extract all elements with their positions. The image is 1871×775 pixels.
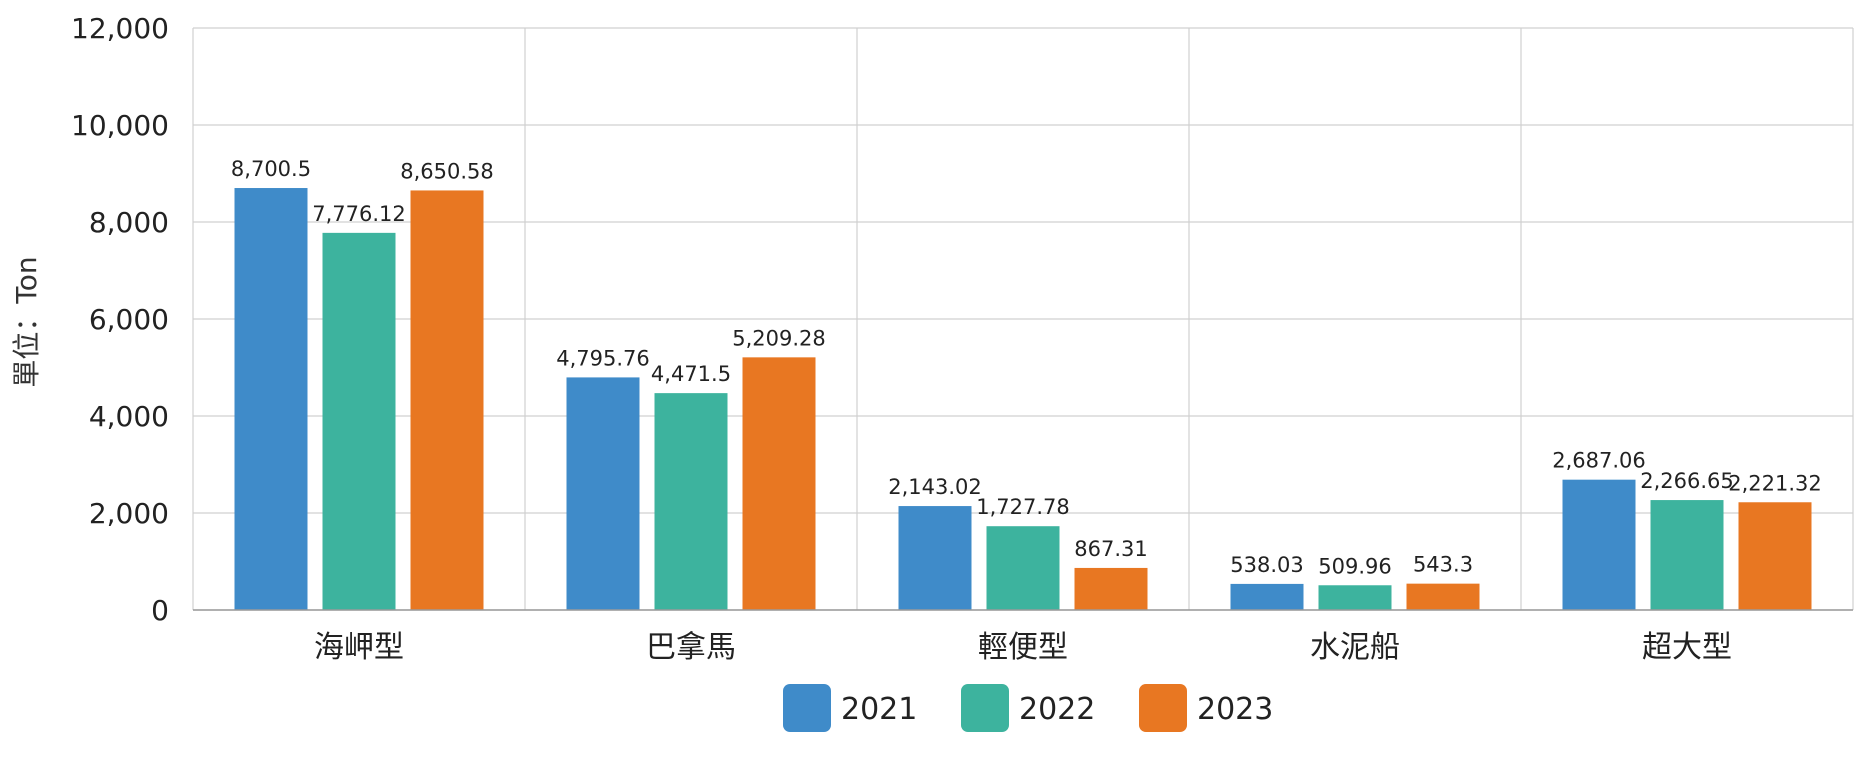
axis-layer: 0 2,000 4,000 6,000 8,000 10,000 12,000 海岬型 巴拿馬 輕… xyxy=(71,12,1853,665)
data-labels-layer: 8,700.57,776.12 8,650.58 4,795.764,471.55,… xyxy=(231,157,1822,578)
legend-label: 2023 xyxy=(1197,692,1273,727)
x-tick-label: 輕便型 xyxy=(978,630,1068,665)
bar-2022 xyxy=(1650,500,1724,610)
bar-2022 xyxy=(654,393,728,610)
bar-2021 xyxy=(898,506,972,610)
y-tick-label: 0 xyxy=(151,594,169,627)
bar-2022 xyxy=(1318,585,1392,610)
data-label: 2,221.32 xyxy=(1728,471,1822,495)
data-label: 867.31 xyxy=(1074,537,1147,561)
data-label: 2,143.02 xyxy=(888,475,982,499)
legend-swatch-2021 xyxy=(783,684,831,732)
legend-label: 2021 xyxy=(841,692,917,727)
x-tick-label: 超大型 xyxy=(1642,630,1732,665)
bar-2023 xyxy=(1738,502,1812,610)
bar-2023 xyxy=(742,357,816,610)
data-label: 7,776.12 xyxy=(312,202,406,226)
bar-2021 xyxy=(1562,479,1636,610)
y-tick-label: 12,000 xyxy=(71,12,169,45)
y-tick-label: 4,000 xyxy=(89,400,169,433)
bar-2021 xyxy=(234,188,308,610)
data-label: 5,209.28 xyxy=(732,326,826,350)
bar-2022 xyxy=(986,526,1060,610)
x-tick-label: 水泥船 xyxy=(1310,630,1400,665)
bar-2022 xyxy=(322,232,396,610)
bar-2021 xyxy=(1230,583,1304,610)
data-label: 509.96 xyxy=(1318,554,1391,578)
bars-layer xyxy=(234,188,1812,610)
x-tick-label: 海岬型 xyxy=(314,630,404,665)
data-label: 8,700.5 xyxy=(231,157,311,181)
bar-2023 xyxy=(1406,583,1480,610)
legend-swatch-2022 xyxy=(961,684,1009,732)
x-tick-label: 巴拿馬 xyxy=(646,630,736,665)
data-label: 2,687.06 xyxy=(1552,449,1646,473)
data-label: 543.3 xyxy=(1413,553,1473,577)
y-tick-label: 6,000 xyxy=(89,303,169,336)
data-label: 8,650.58 xyxy=(400,159,494,183)
y-tick-label: 8,000 xyxy=(89,206,169,239)
data-label: 4,471.5 xyxy=(651,362,731,386)
data-label: 538.03 xyxy=(1230,553,1303,577)
bar-2021 xyxy=(566,377,640,610)
bar-2023 xyxy=(410,190,484,610)
legend: 2021 2022 2023 xyxy=(783,684,1273,732)
data-label: 2,266.65 xyxy=(1640,469,1734,493)
legend-label: 2022 xyxy=(1019,692,1095,727)
y-tick-label: 2,000 xyxy=(89,497,169,530)
data-label: 4,795.76 xyxy=(556,346,650,370)
y-tick-label: 10,000 xyxy=(71,109,169,142)
legend-swatch-2023 xyxy=(1139,684,1187,732)
data-label: 1,727.78 xyxy=(976,495,1070,519)
y-axis-label: 單位：Ton xyxy=(10,256,43,387)
bar-2023 xyxy=(1074,567,1148,610)
